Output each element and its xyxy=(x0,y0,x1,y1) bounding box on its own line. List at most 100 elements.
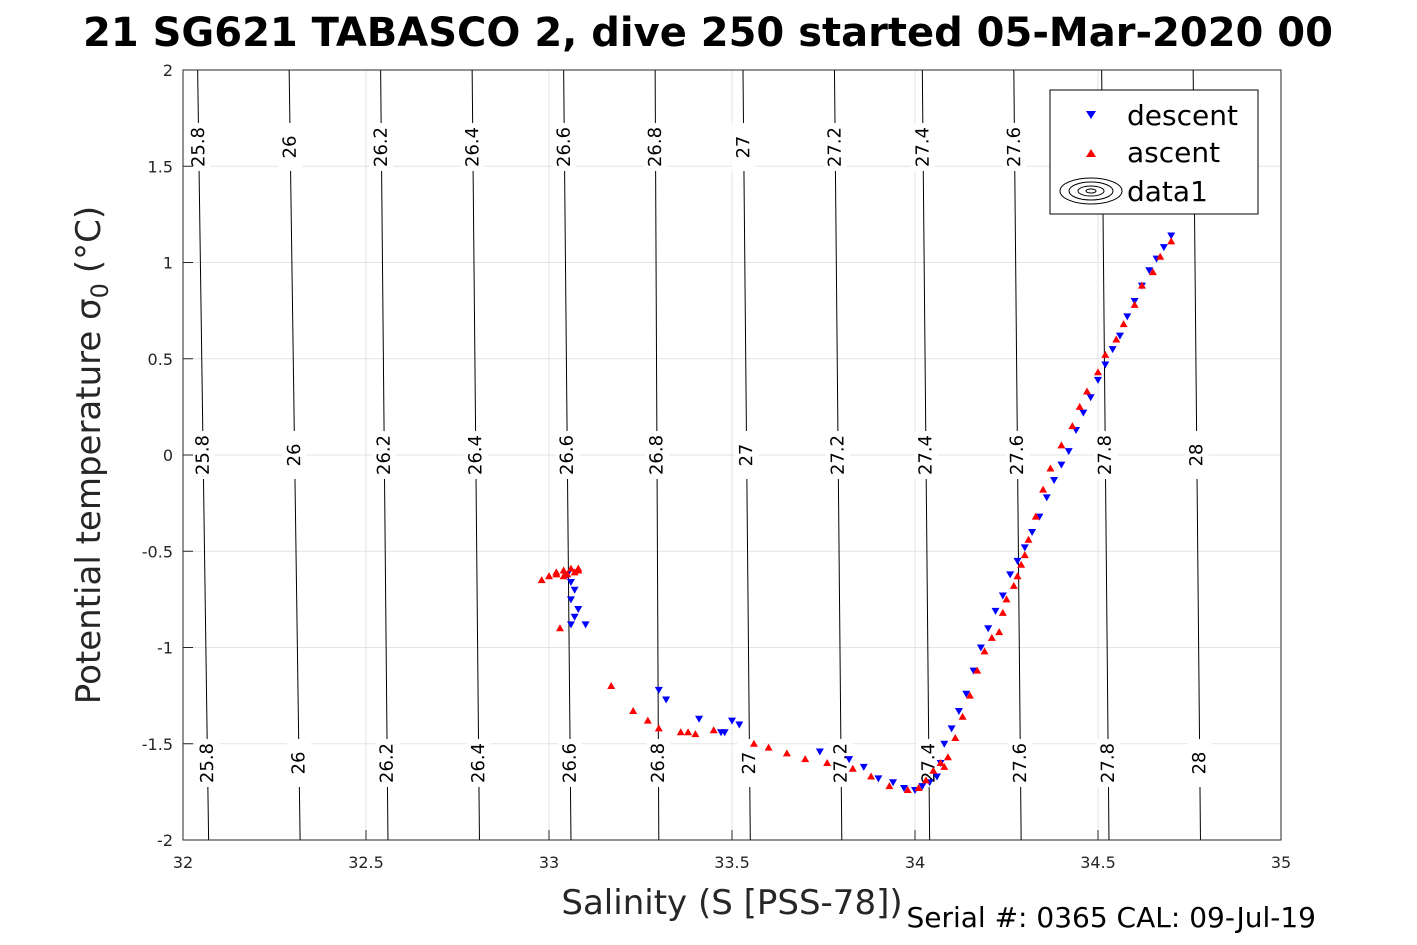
descent-point xyxy=(1042,494,1051,502)
ascent-point xyxy=(749,739,758,747)
descent-point xyxy=(969,667,978,675)
ascent-point xyxy=(709,726,718,734)
contour-label-background xyxy=(1008,739,1033,787)
ascent-point xyxy=(1057,441,1066,449)
contour-label-background xyxy=(558,739,583,787)
x-tick-label: 34 xyxy=(905,853,925,872)
contour-label: 25.8 xyxy=(188,127,210,167)
descent-point xyxy=(932,773,941,781)
x-tick-label: 32 xyxy=(173,853,193,872)
descent-point xyxy=(874,775,883,783)
ascent-point xyxy=(848,764,857,772)
descent-point xyxy=(947,725,956,733)
contour-label: 26.2 xyxy=(374,435,395,475)
ascent-point xyxy=(936,759,945,766)
x-tick-label: 32.5 xyxy=(348,853,384,872)
ascent-point xyxy=(1068,422,1077,430)
descent-point xyxy=(1108,346,1117,354)
contour-label: 27.8 xyxy=(1098,743,1119,783)
descent-point xyxy=(1006,571,1015,579)
density-contours: 25.8 25.8 25.8 26 26 26 26.2 26.2 26.2 26.4 26.4 26… xyxy=(186,69,1212,841)
ascent-point xyxy=(545,572,553,580)
contour-label: 26 xyxy=(288,751,309,774)
contour-label-background xyxy=(191,431,216,479)
contour-label-background xyxy=(463,431,488,479)
contour-label-background xyxy=(643,123,668,171)
contour-label: 26.8 xyxy=(645,127,666,167)
descent-point xyxy=(1167,232,1176,240)
ascent-point xyxy=(1167,237,1176,245)
ascent-point xyxy=(566,564,575,572)
ascent-point xyxy=(1094,368,1102,376)
legend-data1-label: data1 xyxy=(1127,175,1208,208)
ascent-point xyxy=(958,712,967,720)
descent-point xyxy=(566,579,575,587)
x-axis-label: Salinity (S [PSS-78]) xyxy=(561,883,902,923)
contour-label-background xyxy=(911,123,936,171)
legend-contour-icon xyxy=(1059,177,1123,205)
descent-point xyxy=(859,763,868,771)
descent-point xyxy=(1101,361,1110,369)
ascent-point xyxy=(1148,268,1157,276)
ascent-point xyxy=(654,724,663,732)
legend: descent ascent data1 xyxy=(1049,89,1259,215)
y-axis-label-subscript: 0 xyxy=(86,283,114,298)
descent-point xyxy=(1123,313,1132,321)
legend-descent-marker xyxy=(1086,111,1096,119)
ascent-point xyxy=(1046,464,1055,472)
descent-point xyxy=(662,696,671,704)
data-points xyxy=(537,232,1176,794)
descent-point xyxy=(889,779,898,787)
contour-label-background xyxy=(466,739,491,787)
legend-descent-label: descent xyxy=(1127,99,1238,132)
contour-label: 27.2 xyxy=(825,127,846,167)
contour-label-background xyxy=(186,123,211,171)
contour-label-background xyxy=(823,123,848,171)
descent-point xyxy=(1145,267,1154,275)
ascent-point xyxy=(965,691,974,699)
contour-label: 27.6 xyxy=(1004,127,1025,167)
ascent-point xyxy=(1024,535,1033,543)
descent-point xyxy=(1020,544,1029,552)
x-tick-label: 33 xyxy=(539,853,559,872)
contour-label: 27 xyxy=(736,443,757,466)
x-tick-label: 33.5 xyxy=(714,853,750,872)
y-tick-label: -1.5 xyxy=(142,735,173,754)
y-axis-label: Potential temperature σ0 (°C) xyxy=(69,206,114,704)
descent-point xyxy=(845,756,854,764)
descent-point xyxy=(570,613,579,621)
ascent-point xyxy=(1083,387,1092,395)
ascent-point xyxy=(1020,551,1029,559)
ascent-point xyxy=(1137,281,1146,289)
ascent-point xyxy=(629,707,638,715)
ascent-point xyxy=(987,633,996,641)
ascent-point xyxy=(980,647,989,655)
contour-label-background xyxy=(1187,739,1212,787)
contour-label: 28 xyxy=(1186,443,1207,466)
ascent-point xyxy=(559,572,568,580)
contour-label: 26.6 xyxy=(560,743,581,783)
ascent-point xyxy=(1009,581,1018,589)
ascent-point xyxy=(1013,572,1022,580)
descent-point xyxy=(695,715,704,723)
contour-label-background xyxy=(460,123,485,171)
y-tick-label: 2 xyxy=(163,61,173,80)
ascent-point xyxy=(973,666,982,674)
contour-label-background xyxy=(826,431,851,479)
contour-label-background xyxy=(287,739,312,787)
y-tick-label: -0.5 xyxy=(142,542,173,561)
descent-point xyxy=(1057,461,1066,469)
contour-label: 26.8 xyxy=(646,435,667,475)
legend-ascent-marker xyxy=(1086,149,1096,157)
y-tick-label: -1 xyxy=(157,639,173,658)
ascent-point xyxy=(607,682,616,689)
contour-label: 25.8 xyxy=(192,435,214,475)
ascent-point xyxy=(684,728,693,736)
ascent-point xyxy=(563,570,572,578)
contour-label: 26 xyxy=(284,443,305,466)
contour-label: 26.2 xyxy=(371,127,392,167)
contour-label: 27.8 xyxy=(1095,435,1116,475)
contour-label-background xyxy=(913,431,938,479)
contour-label-background xyxy=(195,739,220,787)
ascent-point xyxy=(570,568,579,576)
